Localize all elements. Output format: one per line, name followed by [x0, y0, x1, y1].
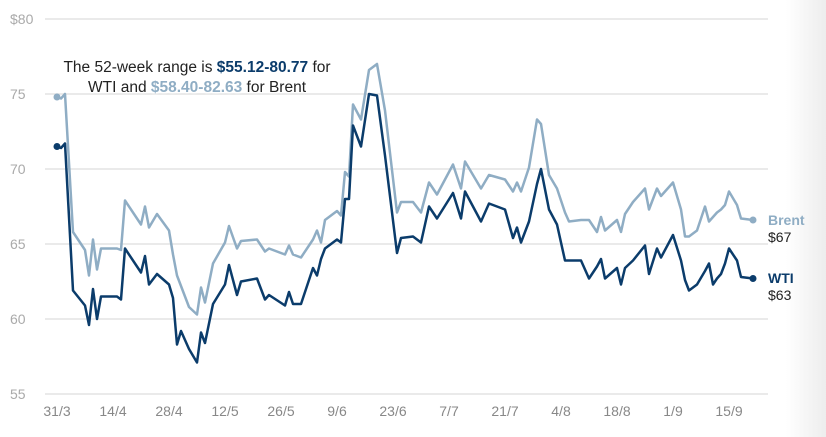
brent-end-label: Brent $67: [768, 212, 805, 246]
x-tick-label: 26/5: [267, 403, 294, 419]
x-tick-label: 31/3: [43, 403, 70, 419]
x-tick-label: 15/9: [715, 403, 742, 419]
x-tick-label: 7/7: [439, 403, 459, 419]
y-tick-label: 60: [10, 311, 26, 327]
annotation-text: for WTI and: [88, 59, 331, 96]
y-tick-label: 65: [10, 236, 26, 252]
wti-end-label: WTI $63: [768, 270, 794, 304]
x-tick-label: 9/6: [327, 403, 347, 419]
right-edge-shadow: [786, 0, 826, 437]
y-tick-label: 75: [10, 86, 26, 102]
x-tick-label: 28/4: [155, 403, 182, 419]
range-annotation: The 52-week range is $55.12-80.77 for WT…: [62, 58, 332, 97]
wti-last-value: $63: [768, 287, 792, 303]
start-point-wti: [53, 143, 61, 150]
x-tick-label: 12/5: [211, 403, 238, 419]
wti-range: $55.12-80.77: [216, 59, 309, 76]
x-tick-label: 21/7: [491, 403, 518, 419]
end-point-wti: [749, 275, 757, 282]
brent-series-name: Brent: [768, 212, 805, 228]
brent-last-value: $67: [768, 229, 792, 245]
start-point-brent: [53, 93, 61, 101]
end-point-brent: [749, 216, 757, 224]
y-tick-label: $80: [10, 11, 34, 27]
y-tick-label: 55: [10, 386, 26, 402]
x-tick-label: 1/9: [663, 403, 683, 419]
x-tick-label: 18/8: [603, 403, 630, 419]
brent-range: $58.40-82.63: [150, 78, 243, 96]
series-line-brent: [55, 62, 755, 316]
wti-series-name: WTI: [768, 270, 794, 286]
y-tick-label: 70: [10, 161, 26, 177]
x-tick-label: 23/6: [379, 403, 406, 419]
x-tick-label: 14/4: [99, 403, 126, 419]
annotation-text: The 52-week range is: [63, 59, 217, 76]
annotation-text: for Brent: [242, 78, 306, 96]
series-line-wti: [55, 92, 755, 364]
x-tick-label: 4/8: [551, 403, 571, 419]
